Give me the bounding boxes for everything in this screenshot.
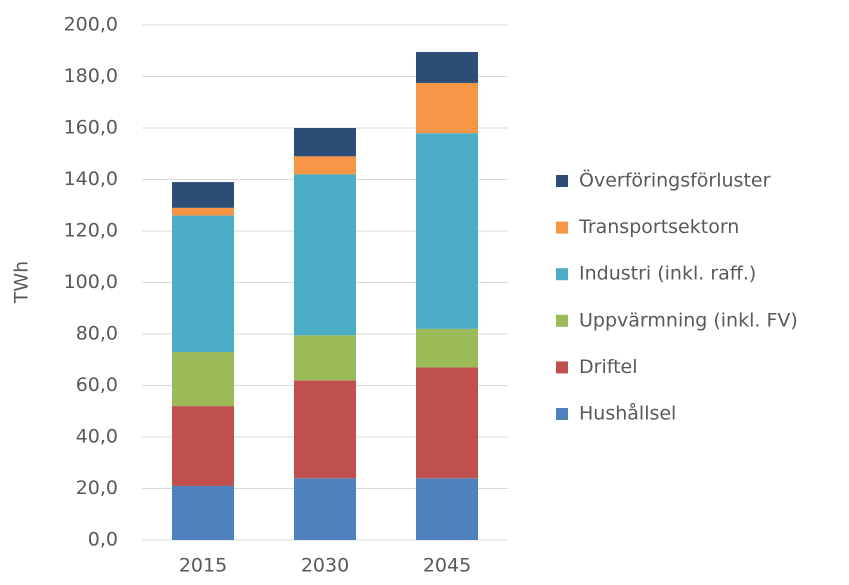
- legend-label: Industri (inkl. raff.): [579, 263, 756, 285]
- bar-segment: [416, 328, 478, 368]
- y-tick-label: 100,0: [64, 271, 118, 293]
- bar-segment: [294, 174, 356, 336]
- bar-segment: [416, 367, 478, 479]
- legend-swatch: [556, 221, 568, 234]
- legend-swatch: [556, 314, 568, 327]
- legend-swatch: [556, 268, 568, 281]
- bar-segment: [294, 156, 356, 175]
- y-tick-label: 20,0: [76, 477, 118, 499]
- bar-segment: [294, 380, 356, 479]
- x-tick-label: 2015: [179, 555, 227, 577]
- bar-segment: [172, 182, 234, 208]
- bar-segment: [294, 128, 356, 157]
- legend-swatch: [556, 408, 568, 420]
- y-tick-label: 0,0: [88, 529, 118, 551]
- y-tick-label: 120,0: [64, 220, 118, 242]
- x-tick-label: 2045: [423, 555, 471, 577]
- legend-label: Transportsektorn: [578, 216, 739, 238]
- y-tick-label: 40,0: [76, 426, 118, 448]
- y-tick-label: 80,0: [76, 323, 118, 345]
- legend-swatch: [556, 361, 568, 374]
- x-tick-label: 2030: [301, 555, 349, 577]
- bar-segment: [416, 478, 478, 540]
- y-tick-label: 60,0: [76, 374, 118, 396]
- bar-segment: [294, 478, 356, 540]
- y-tick-label: 200,0: [64, 14, 118, 36]
- legend-label: Överföringsförluster: [579, 169, 771, 192]
- y-axis-label: TWh: [11, 261, 33, 304]
- bar-segment: [294, 335, 356, 381]
- legend-swatch: [556, 175, 568, 187]
- legend-label: Uppvärmning (inkl. FV): [579, 309, 798, 331]
- bar-segment: [172, 207, 234, 216]
- y-tick-label: 140,0: [64, 168, 118, 190]
- bar-segment: [172, 352, 234, 407]
- bar-segment: [172, 406, 234, 486]
- bar-segment: [172, 485, 234, 540]
- bar-segment: [416, 133, 478, 329]
- bar-segment: [416, 82, 478, 134]
- legend-label: Driftel: [579, 356, 638, 378]
- y-tick-label: 160,0: [64, 117, 118, 139]
- bar-segment: [416, 52, 478, 83]
- legend-label: Hushållsel: [579, 402, 676, 425]
- bar-segment: [172, 215, 234, 353]
- y-tick-label: 180,0: [64, 65, 118, 87]
